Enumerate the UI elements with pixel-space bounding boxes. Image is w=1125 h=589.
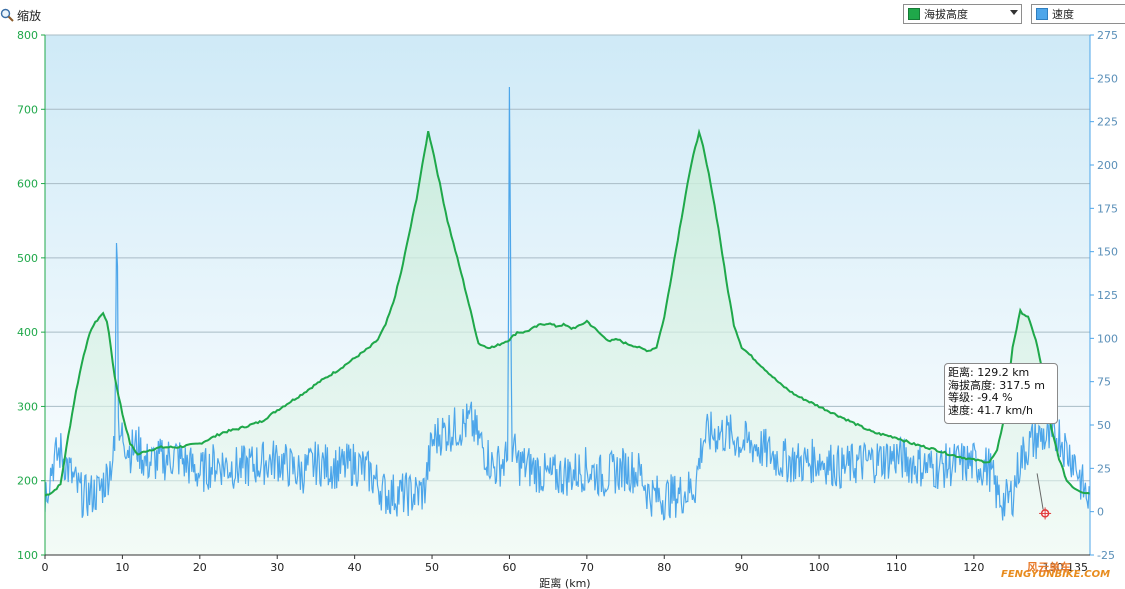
right-tick-label: 225 bbox=[1097, 116, 1118, 129]
right-tick-label: 100 bbox=[1097, 332, 1118, 345]
hover-marker bbox=[1036, 473, 1052, 520]
x-tick-label: 10 bbox=[115, 561, 129, 574]
x-tick-label: 40 bbox=[348, 561, 362, 574]
tooltip-pointer bbox=[1036, 473, 1044, 510]
right-tick-label: 200 bbox=[1097, 159, 1118, 172]
x-tick-label: 110 bbox=[886, 561, 907, 574]
chevron-down-icon bbox=[1010, 10, 1018, 15]
left-tick-label: 200 bbox=[17, 475, 38, 488]
watermark-text: FENGYUNBIKE.COM bbox=[1001, 569, 1111, 580]
axes: 100200300400500600700800-250255075100125… bbox=[17, 29, 1118, 574]
elevation-area bbox=[45, 131, 1090, 555]
x-tick-label: 20 bbox=[193, 561, 207, 574]
x-tick-label: 70 bbox=[580, 561, 594, 574]
left-tick-label: 100 bbox=[17, 549, 38, 562]
elevation-speed-chart[interactable]: 100200300400500600700800-250255075100125… bbox=[0, 28, 1125, 589]
elevation-swatch bbox=[908, 8, 920, 20]
right-tick-label: 250 bbox=[1097, 72, 1118, 85]
speed-swatch bbox=[1036, 8, 1048, 20]
right-tick-label: 75 bbox=[1097, 376, 1111, 389]
elevation-line bbox=[45, 128, 1090, 497]
left-tick-label: 300 bbox=[17, 400, 38, 413]
right-tick-label: 25 bbox=[1097, 462, 1111, 475]
right-tick-label: 175 bbox=[1097, 202, 1118, 215]
right-tick-label: 0 bbox=[1097, 506, 1104, 519]
data-tooltip: 距离: 129.2 km 海拔高度: 317.5 m 等级: -9.4 % 速度… bbox=[944, 363, 1058, 424]
right-axis-series-value: 速度 bbox=[1052, 8, 1074, 21]
zoom-button[interactable]: 缩放 bbox=[0, 6, 41, 24]
x-tick-label: 60 bbox=[502, 561, 516, 574]
left-axis-series-value: 海拔高度 bbox=[924, 8, 968, 21]
elevation-area-fill bbox=[45, 131, 1090, 555]
chart-toolbar: 缩放 海拔高度 速度 bbox=[0, 0, 1125, 32]
magnifier-icon bbox=[0, 8, 14, 22]
right-tick-label: 125 bbox=[1097, 289, 1118, 302]
x-tick-label: 90 bbox=[735, 561, 749, 574]
left-tick-label: 500 bbox=[17, 252, 38, 265]
tooltip-speed: 速度: 41.7 km/h bbox=[948, 403, 1033, 417]
right-tick-label: -25 bbox=[1097, 549, 1115, 562]
tooltip-grade: 等级: -9.4 % bbox=[948, 391, 1013, 404]
left-tick-label: 800 bbox=[17, 29, 38, 42]
zoom-label: 缩放 bbox=[17, 8, 42, 23]
speed-series bbox=[45, 86, 1090, 521]
x-tick-label: 120 bbox=[963, 561, 984, 574]
x-end-label: 130 135 bbox=[1043, 561, 1089, 574]
elevation-series bbox=[45, 128, 1090, 497]
tooltip-elevation: 海拔高度: 317.5 m bbox=[948, 378, 1045, 392]
left-axis-series-select[interactable]: 海拔高度 bbox=[903, 4, 1022, 24]
speed-line bbox=[45, 86, 1090, 521]
x-tick-label: 0 bbox=[42, 561, 49, 574]
tooltip-distance: 距离: 129.2 km bbox=[948, 366, 1030, 379]
x-tick-label: 80 bbox=[657, 561, 671, 574]
left-tick-label: 600 bbox=[17, 178, 38, 191]
right-tick-label: 275 bbox=[1097, 29, 1118, 42]
x-axis-label: 距离 (km) bbox=[539, 576, 590, 589]
left-tick-label: 700 bbox=[17, 103, 38, 116]
left-tick-label: 400 bbox=[17, 326, 38, 339]
x-tick-label: 30 bbox=[270, 561, 284, 574]
x-tick-label: 100 bbox=[809, 561, 830, 574]
right-tick-label: 150 bbox=[1097, 246, 1118, 259]
watermark-cn: 风云单车 bbox=[1027, 561, 1071, 574]
right-axis-series-select[interactable]: 速度 bbox=[1031, 4, 1125, 24]
right-tick-label: 50 bbox=[1097, 419, 1111, 432]
x-tick-label: 50 bbox=[425, 561, 439, 574]
watermark-logo: FENGYUNBIKE.COM 风云单车 bbox=[1001, 561, 1111, 580]
